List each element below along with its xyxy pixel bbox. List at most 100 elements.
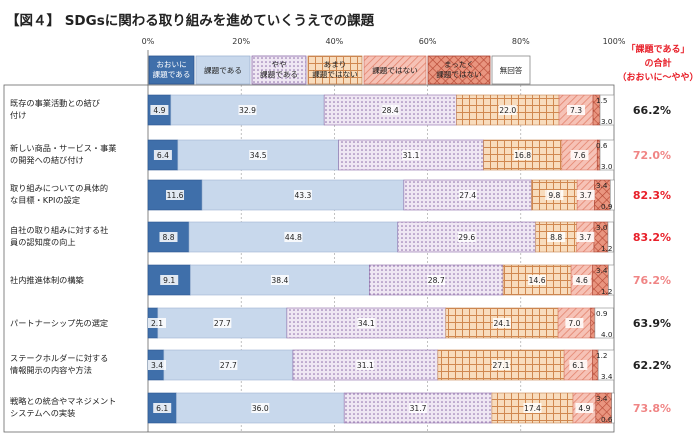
value-bg-7-4: [575, 403, 594, 413]
total-header-line-0: 「課題である」: [627, 43, 690, 55]
value-label-1-6: 3.0: [601, 162, 613, 171]
legend-label-3-1: 課題ではない: [312, 69, 358, 79]
legend-swatch-1: [195, 55, 251, 85]
value-bg-1-1: [249, 150, 268, 160]
category-label-7-0: 戦略との統合やマネジメント: [10, 396, 116, 406]
category-label-2-0: 取り組みについての具体的: [10, 183, 108, 193]
total-value-6: 62.2%: [633, 359, 671, 372]
total-value-7: 73.8%: [633, 402, 671, 415]
value-label-0-2: 28.4: [382, 106, 399, 115]
value-label-6-4: 6.1: [572, 361, 584, 370]
value-bg-5-4: [565, 318, 584, 328]
value-label-5-4: 7.0: [568, 319, 580, 328]
total-column-header: 「課題である」の合計 （おおいに～やや）: [617, 43, 698, 83]
value-bg-7-1: [251, 403, 270, 413]
value-label-6-5: 1.2: [596, 351, 607, 360]
value-label-1-5: 0.6: [596, 141, 608, 150]
x-tick-label-2: 40%: [326, 37, 344, 46]
value-bg-6-3: [491, 360, 510, 370]
value-label-3-0: 8.8: [162, 233, 174, 242]
value-bg-4-3: [528, 275, 547, 285]
value-label-2-5: 3.4: [596, 181, 608, 190]
value-label-1-0: 6.4: [157, 151, 169, 160]
value-label-3-6: 1.2: [601, 244, 612, 253]
legend-item-6: 無回答: [491, 55, 531, 85]
category-label-6-1: 情報開示の内容や方法: [10, 365, 92, 375]
category-label-4-0: 社内推進体制の構築: [10, 275, 84, 285]
value-label-0-4: 7.3: [570, 106, 582, 115]
plot-frame: [3, 84, 615, 433]
value-bg-3-4: [576, 232, 595, 242]
category-label-1-0: 新しい商品・サービス・事業: [10, 143, 116, 153]
total-value-3: 83.2%: [633, 231, 671, 244]
value-bg-4-0: [160, 275, 179, 285]
category-label-1-1: の開発への結び付け: [10, 155, 84, 165]
legend-swatch-3: [307, 55, 363, 85]
category-label-0-0: 既存の事業活動との結び: [10, 98, 100, 108]
value-label-6-0: 3.4: [151, 361, 163, 370]
value-label-4-0: 9.1: [163, 276, 175, 285]
value-label-6-6: 3.4: [601, 372, 613, 381]
value-label-5-5: 0.9: [596, 309, 608, 318]
total-value-2: 82.3%: [633, 189, 671, 202]
value-label-6-2: 31.1: [357, 361, 374, 370]
legend-label-0-0: おおいに: [156, 60, 186, 69]
value-bg-1-2: [402, 150, 421, 160]
value-label-3-4: 3.7: [579, 233, 591, 242]
value-label-1-2: 31.1: [403, 151, 420, 160]
legend-label-3-0: あまり: [324, 60, 347, 69]
row-4: 社内推進体制の構築 9.1 38.4 28.7 14.6 4.6 3.4 1.2 76.2%: [10, 264, 671, 296]
total-value-1: 72.0%: [633, 149, 671, 162]
value-label-6-3: 27.1: [493, 361, 510, 370]
legend-swatch-4: [363, 55, 427, 85]
bar-segment-6-6: [597, 349, 615, 381]
value-label-3-1: 44.8: [285, 233, 302, 242]
legend-label-0-1: 課題である: [153, 69, 191, 79]
legend-item-4: 課題ではない: [363, 55, 427, 85]
category-label-7-1: システムへの実装: [10, 408, 75, 418]
value-label-5-0: 2.1: [151, 319, 163, 328]
bar-segment-5-6: [594, 307, 614, 339]
value-bg-3-3: [547, 232, 566, 242]
value-bg-5-3: [492, 318, 511, 328]
x-tick-label-3: 60%: [419, 37, 437, 46]
value-bg-7-3: [523, 403, 542, 413]
x-tick-label-4: 80%: [512, 37, 530, 46]
legend-label-2-1: 課題である: [260, 69, 298, 79]
value-label-3-5: 3.0: [596, 223, 608, 232]
value-label-7-6: 0.6: [601, 415, 613, 424]
value-bg-7-2: [409, 403, 428, 413]
total-header-line-2: （おおいに～やや）: [617, 72, 698, 83]
value-label-2-1: 43.3: [294, 191, 311, 200]
value-label-2-2: 27.4: [459, 191, 476, 200]
legend-swatch-5: [427, 55, 491, 85]
bar-segment-3-6: [607, 221, 614, 253]
value-label-7-1: 36.0: [252, 404, 269, 413]
value-label-0-5: 1.5: [596, 96, 607, 105]
value-bg-6-1: [219, 360, 238, 370]
category-label-6-0: ステークホルダーに対する: [10, 353, 108, 363]
value-label-0-6: 3.0: [601, 117, 613, 126]
value-label-4-5: 3.4: [596, 266, 608, 275]
value-bg-2-3: [545, 190, 564, 200]
value-label-3-2: 29.6: [458, 233, 475, 242]
value-bg-3-1: [284, 232, 303, 242]
value-label-7-2: 31.7: [410, 404, 427, 413]
value-bg-3-0: [159, 232, 178, 242]
total-value-5: 63.9%: [633, 317, 671, 330]
value-label-1-4: 7.6: [573, 151, 585, 160]
value-label-4-2: 28.7: [428, 276, 445, 285]
value-bg-2-2: [458, 190, 477, 200]
legend-label-1-0: 課題である: [204, 65, 242, 75]
row-5: パートナーシップ先の選定 2.1 27.7 34.1 24.1 7.0 0.9 4.0 63.9…: [10, 307, 671, 339]
value-bg-1-4: [570, 150, 589, 160]
total-header-line-1: の合計: [644, 57, 671, 69]
